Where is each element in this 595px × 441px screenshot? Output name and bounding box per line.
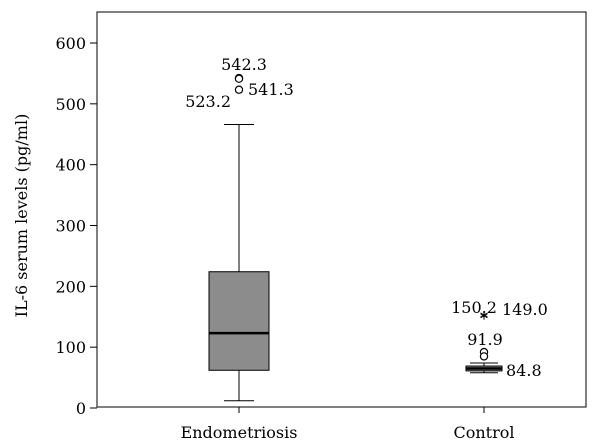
- x-category-label: Endometriosis: [181, 423, 298, 441]
- outlier-label: 84.8: [506, 361, 542, 380]
- y-tick-label: 0: [76, 399, 86, 418]
- y-tick-label: 300: [55, 217, 86, 236]
- outlier-label: 91.9: [467, 330, 503, 349]
- box-iqr: [208, 271, 270, 371]
- y-tick-label: 600: [55, 34, 86, 53]
- box-group: [465, 362, 503, 374]
- outlier-label: 149.0: [502, 300, 548, 319]
- outlier-circle: [234, 85, 244, 94]
- plot-frame: [96, 11, 587, 408]
- outlier-star: *: [480, 309, 489, 329]
- y-tick-label: 500: [55, 95, 86, 114]
- outlier-star: *: [480, 309, 489, 329]
- outlier-label: 542.3: [221, 55, 267, 74]
- outlier-circle: [234, 74, 244, 83]
- boxes: [208, 124, 503, 402]
- axes: 0 100 200 300 400 500 600 Endometriosis Control: [55, 11, 587, 441]
- y-tick-label: 100: [55, 338, 86, 357]
- y-tick-label: 200: [55, 277, 86, 296]
- x-category-label: Control: [453, 423, 514, 441]
- outlier-label: 150.2: [451, 298, 497, 317]
- outlier-circle: [479, 352, 489, 361]
- outlier-label: 523.2: [185, 92, 231, 111]
- y-axis-title: IL-6 serum levels (pg/ml): [12, 114, 31, 318]
- y-tick-label: 400: [55, 156, 86, 175]
- outlier-label: 541.3: [248, 80, 294, 99]
- box-group: [208, 124, 270, 402]
